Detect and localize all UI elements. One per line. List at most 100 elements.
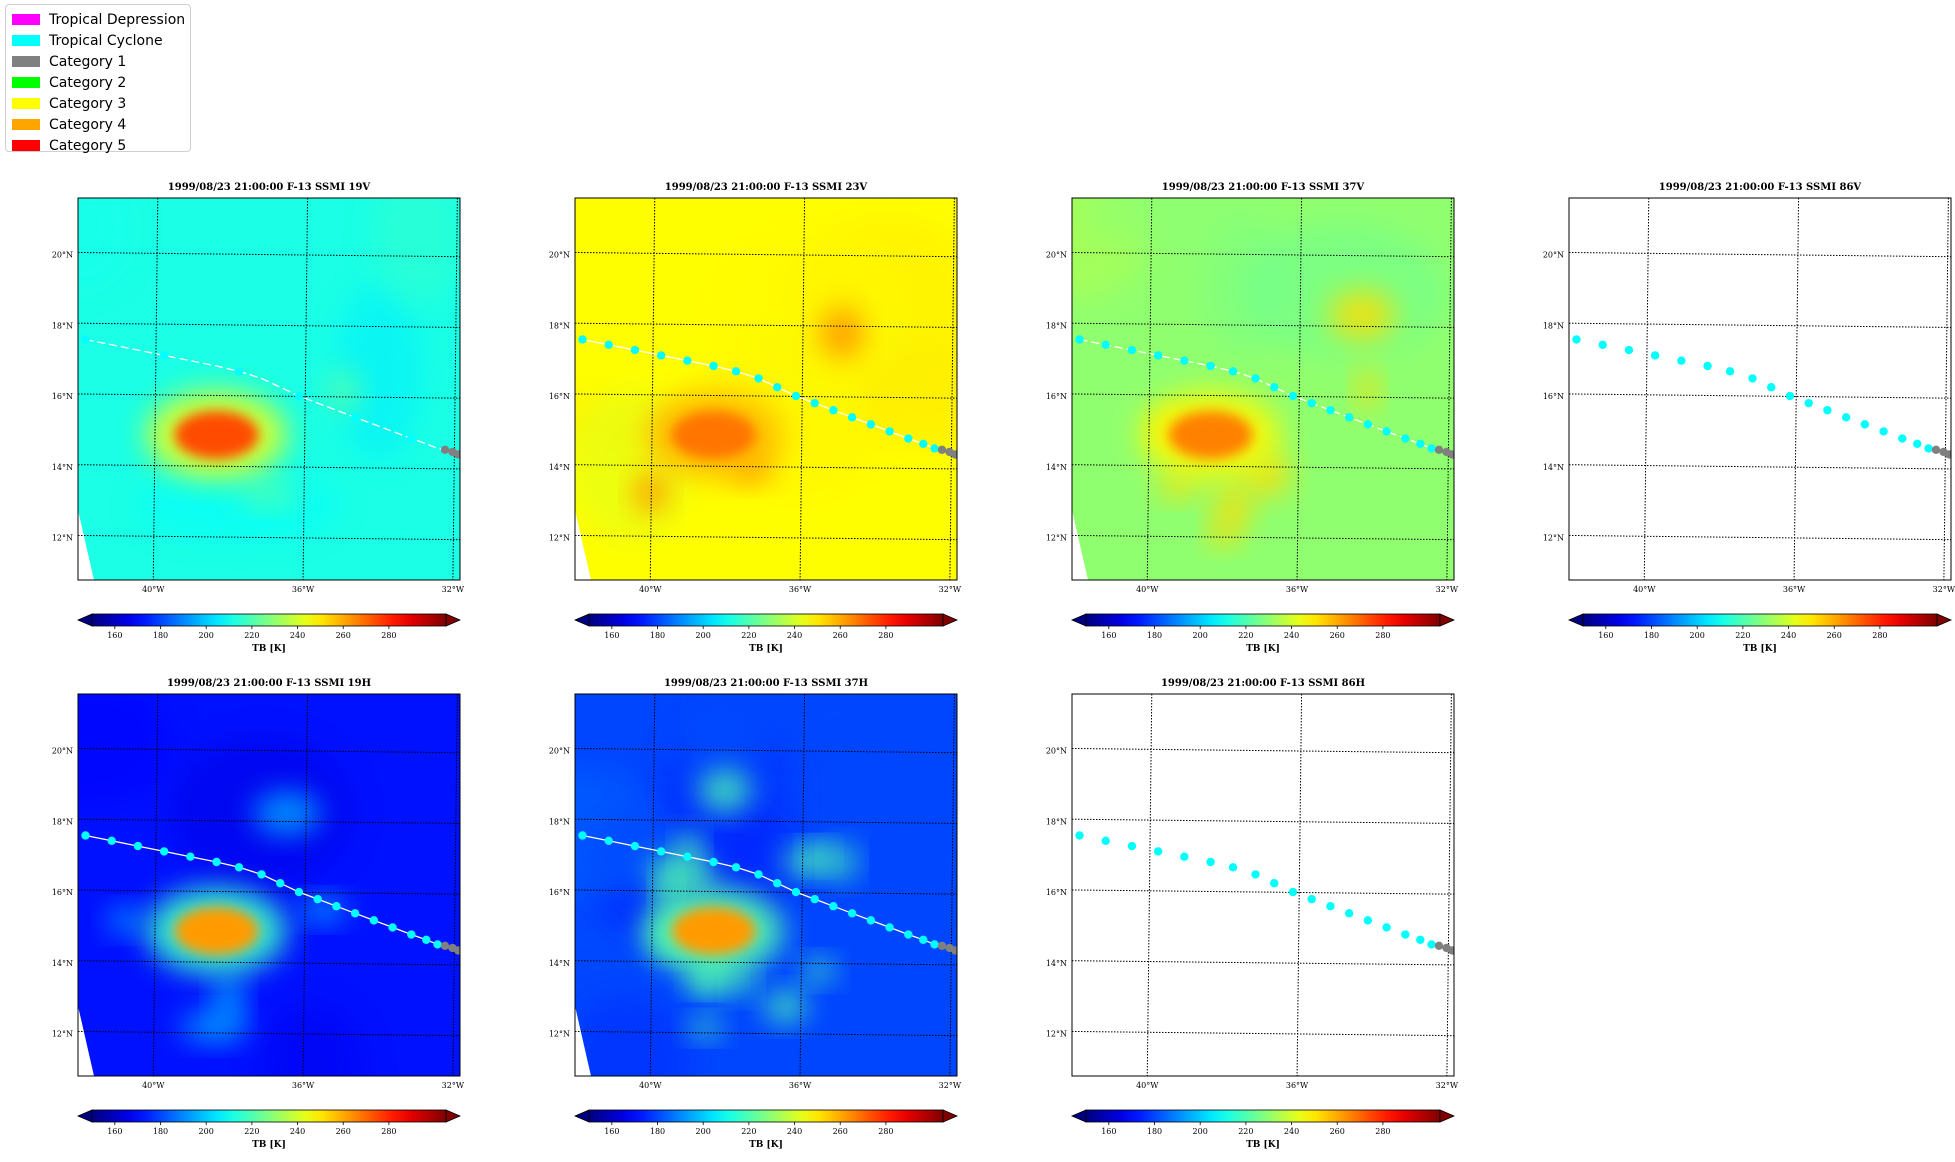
meridian-line [452,198,458,580]
track-point [885,427,894,436]
track-point [1427,444,1436,453]
track-point [1767,383,1776,392]
track-point [829,406,838,415]
colorbar-tick-label: 280 [381,1127,396,1136]
colorbar-extend-min [1070,613,1087,627]
track-point [234,367,244,376]
colorbar-tick-label: 220 [741,631,756,640]
lon-tick-label: 36°W [292,585,315,594]
legend-label: Category 3 [49,95,127,112]
track-point [709,857,718,867]
lat-tick-label: 14°N [549,463,570,472]
parallel-line [575,322,957,328]
map-panel: 1999/08/23 21:00:00 F-13 SSMI 86V 20°N 18°… [1543,182,1955,654]
track-point [1447,450,1454,459]
parallel-line [78,393,460,399]
track-point [1307,398,1316,408]
colorbar-tick-label: 160 [604,1127,619,1136]
swath-gap [575,1006,591,1076]
map-frame [574,197,958,581]
colorbar-tick-label: 260 [1330,631,1345,640]
tb-band [1215,481,1250,534]
parallel-line [1569,251,1951,258]
track-point [904,434,913,443]
meridian-line [1296,198,1303,580]
lat-tick-label: 20°N [549,747,570,756]
track-point [1453,456,1454,460]
track-point [1228,367,1238,376]
map-background [1569,198,1951,580]
track-point [578,335,587,344]
tb-band [1356,367,1378,412]
colorbar-label: TB [K] [1246,1140,1280,1150]
map-frame [1071,197,1455,581]
track-point [1572,335,1581,344]
parallel-line [78,534,460,541]
track-point [1841,413,1851,422]
colorbar-tick-label: 200 [199,1127,214,1136]
tb-patch [136,471,341,541]
legend-item: Category 5 [12,135,184,156]
lat-tick-label: 16°N [52,888,73,897]
track-point [1427,940,1436,949]
parallel-line [575,251,957,258]
map-frame [1071,693,1455,1077]
tb-band [729,966,754,996]
lon-tick-label: 32°W [1436,585,1459,594]
colorbar-extend-max [1439,1109,1456,1123]
track-point [847,909,857,918]
lon-tick-label: 36°W [292,1081,315,1090]
swath-gap [78,1006,94,1076]
colorbar-tick-label: 240 [1781,631,1796,640]
track-point [885,923,894,932]
lat-tick-label: 20°N [1046,747,1067,756]
track-point [1434,941,1444,951]
colorbar-tick-label: 240 [290,1127,305,1136]
tb-band [782,847,832,876]
track-point [294,887,304,897]
lat-tick-label: 18°N [52,817,73,826]
track-point [656,351,666,360]
track-point [930,940,939,949]
lat-tick-label: 20°N [52,747,73,756]
track-point [369,916,379,925]
track-point [1650,351,1660,360]
track-point [956,952,957,956]
meridian-line [1643,198,1650,580]
colorbar-tick-label: 180 [650,1127,665,1136]
meridian-line [649,198,656,580]
lat-tick-label: 16°N [1543,392,1564,401]
colorbar-tick-label: 280 [1375,631,1390,640]
legend-swatch [12,14,40,25]
track-point [847,413,857,422]
lon-tick-label: 40°W [639,1081,662,1090]
tb-field [78,198,460,580]
colorbar-bar [588,1109,944,1123]
colorbar-bar [91,1109,447,1123]
parallel-line [575,393,957,399]
meridian-line [799,694,806,1076]
track-point [1785,391,1795,401]
track-point [313,894,322,904]
meridian-line [1446,198,1452,580]
colorbar-tick-label: 260 [833,1127,848,1136]
lat-tick-label: 14°N [1046,959,1067,968]
tb-warm-core [174,410,259,459]
tb-band [180,1010,247,1043]
track-point [422,935,431,945]
graticule [575,694,957,1076]
tb-patch [260,1003,366,1076]
swath-gap [78,510,94,580]
track-point [731,367,741,376]
parallel-line [78,889,460,895]
meridian-line [152,694,159,1076]
legend-label: Tropical Cyclone [49,32,163,49]
track-point [1879,427,1888,436]
colorbar-extend-min [1070,1109,1087,1123]
lon-tick-label: 40°W [1136,585,1159,594]
panel-title: 1999/08/23 21:00:00 F-13 SSMI 19V [168,182,371,193]
track-point [810,398,819,408]
track-point [1206,361,1215,371]
track-point [709,361,718,371]
map-body [1569,198,1951,580]
